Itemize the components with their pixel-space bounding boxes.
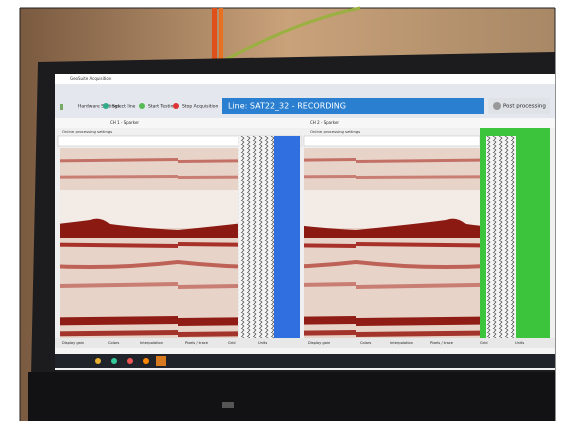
icon [60,104,63,110]
tab[interactable]: CH 1 - Sparker [110,120,139,125]
info-row [304,136,480,146]
icon [493,102,501,110]
icon [103,103,109,109]
seismic-image [304,148,480,338]
icon [143,358,149,364]
toolbar-button[interactable]: Select line [112,104,136,110]
title-bar [55,74,555,84]
control-label: Interpolation [390,341,413,345]
post-processing-label[interactable]: Post processing [503,104,546,110]
icon [111,358,117,364]
control-label: Units [258,341,267,345]
trace-column [486,136,516,338]
control-label: Grid [228,341,236,345]
panel-toolbar: Online processing settings [310,129,360,134]
control-label: Pixels / trace [185,341,209,345]
tab[interactable]: CH 2 - Sparker [310,120,339,125]
cable [212,8,217,63]
icon [139,103,145,109]
trackpoint-logo [222,402,234,408]
photo: GeoSuite Acquisition Hardware Settings S… [0,0,570,421]
toolbar-button[interactable]: Stop Acquisition [182,104,218,110]
banner-text: Line: SAT22_32 - RECORDING [228,102,346,111]
icon [127,358,133,364]
control-label: Display gain [62,341,84,345]
status-bar [55,348,555,354]
panel-toolbar: Online processing settings [62,129,112,134]
keyboard-deck [28,372,555,421]
icon [156,356,166,366]
scene: GeoSuite Acquisition Hardware Settings S… [0,0,570,421]
control-label: Display gain [308,341,330,345]
blue-column [274,136,300,338]
control-label: Units [515,341,524,345]
trace-column [238,136,274,338]
cable [219,8,223,63]
control-label: Colors [360,341,371,345]
toolbar-button[interactable]: Start Testing [148,104,176,110]
icon [95,358,101,364]
control-label: Interpolation [140,341,163,345]
control-label: Grid [480,341,488,345]
icon [173,103,179,109]
control-label: Pixels / trace [430,341,454,345]
window-title: GeoSuite Acquisition [70,76,112,81]
control-label: Colors [108,341,119,345]
seismic-image [60,148,238,338]
